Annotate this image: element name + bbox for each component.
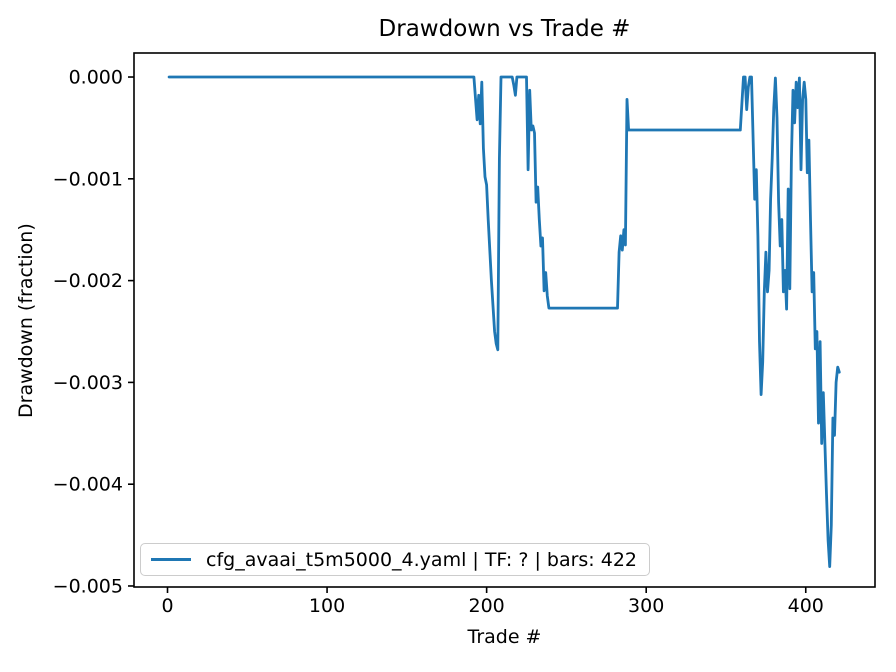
- x-tick-label: 0: [161, 595, 173, 617]
- x-tick-label: 200: [468, 595, 504, 617]
- y-tick-label: −0.002: [53, 270, 123, 292]
- x-tick-label: 400: [788, 595, 824, 617]
- chart-title: Drawdown vs Trade #: [378, 16, 631, 42]
- x-tick-label: 100: [309, 595, 345, 617]
- drawdown-line: [167, 75, 841, 568]
- x-tick-label: 300: [628, 595, 664, 617]
- x-axis-label: Trade #: [467, 626, 542, 648]
- axes-spines: [133, 52, 876, 588]
- legend-line-sample: [151, 558, 191, 561]
- y-tick-label: −0.004: [53, 474, 123, 496]
- y-tick-label: 0.000: [69, 67, 123, 89]
- y-tick-label: −0.005: [53, 575, 123, 597]
- y-tick-label: −0.003: [53, 372, 123, 394]
- legend-box: cfg_avaai_t5m5000_4.yaml | TF: ? | bars:…: [140, 543, 651, 576]
- y-tick-label: −0.001: [53, 168, 123, 190]
- legend-label: cfg_avaai_t5m5000_4.yaml | TF: ? | bars:…: [206, 548, 638, 571]
